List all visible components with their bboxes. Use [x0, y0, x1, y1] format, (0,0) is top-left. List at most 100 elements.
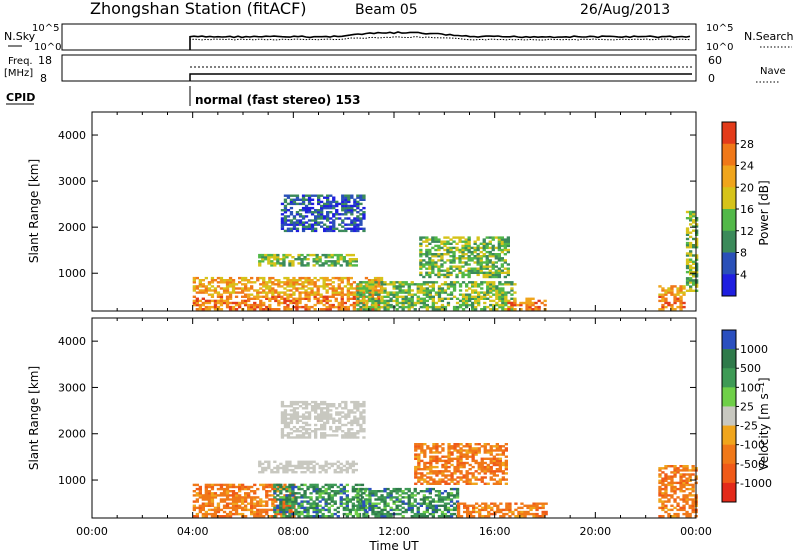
heatmap-cell	[420, 451, 424, 454]
heatmap-cell	[473, 242, 477, 245]
heatmap-cell	[288, 494, 292, 497]
heatmap-cell	[291, 494, 295, 497]
heatmap-cell	[480, 465, 484, 469]
heatmap-cell	[303, 496, 307, 499]
heatmap-cell	[428, 291, 432, 294]
heatmap-cell	[449, 265, 453, 268]
heatmap-cell	[489, 289, 493, 292]
heatmap-cell	[270, 264, 274, 267]
heatmap-cell	[219, 494, 224, 497]
heatmap-cell	[277, 308, 281, 311]
heatmap-cell	[695, 233, 699, 236]
heatmap-cell	[455, 297, 460, 300]
heatmap-cell	[371, 303, 375, 307]
heatmap-cell	[324, 260, 328, 263]
heatmap-cell	[271, 308, 275, 311]
heatmap-cell	[289, 223, 294, 226]
heatmap-cell	[461, 281, 466, 284]
heatmap-cell	[351, 258, 355, 261]
heatmap-cell	[312, 510, 316, 514]
heatmap-cell	[679, 287, 683, 290]
heatmap-cell	[256, 276, 260, 280]
heatmap-cell	[298, 405, 303, 408]
heatmap-cell	[276, 256, 280, 259]
heatmap-cell	[301, 202, 306, 206]
heatmap-cell	[301, 223, 306, 226]
heatmap-cell	[335, 200, 339, 204]
heatmap-cell	[374, 301, 378, 305]
heatmap-cell	[422, 305, 426, 309]
heatmap-cell	[332, 421, 336, 425]
heatmap-cell	[222, 490, 227, 493]
heatmap-cell	[483, 443, 487, 446]
heatmap-cell	[310, 405, 315, 408]
heatmap-cell	[437, 240, 441, 243]
heatmap-cell	[320, 409, 324, 412]
heatmap-cell	[392, 502, 396, 505]
heatmap-cell	[312, 506, 316, 510]
heatmap-cell	[471, 308, 475, 311]
heatmap-cell	[658, 293, 662, 296]
heatmap-cell	[695, 275, 699, 278]
heatmap-cell	[324, 498, 328, 501]
heatmap-cell	[495, 301, 499, 305]
heatmap-cell	[480, 295, 484, 298]
velocity-colorbar-tick-label: 100	[740, 381, 761, 394]
heatmap-cell	[328, 305, 332, 309]
heatmap-cell	[250, 502, 254, 505]
heatmap-cell	[374, 291, 378, 294]
heatmap-cell	[279, 492, 283, 495]
heatmap-cell	[498, 293, 502, 296]
heatmap-cell	[216, 299, 221, 303]
heatmap-cell	[667, 500, 671, 503]
heatmap-cell	[241, 276, 245, 280]
heatmap-cell	[337, 291, 341, 294]
heatmap-cell	[362, 419, 366, 422]
heatmap-cell	[283, 283, 287, 286]
heatmap-cell	[321, 515, 325, 518]
heatmap-cell	[498, 468, 502, 471]
heatmap-cell	[459, 443, 463, 446]
heatmap-cell	[268, 287, 272, 290]
heatmap-cell	[689, 217, 693, 220]
heatmap-cell	[497, 271, 501, 274]
heatmap-cell	[419, 253, 423, 256]
heatmap-cell	[688, 494, 692, 497]
heatmap-cell	[336, 466, 340, 470]
heatmap-cell	[461, 261, 465, 264]
heatmap-cell	[544, 512, 548, 516]
heatmap-cell	[679, 483, 683, 487]
heatmap-cell	[195, 500, 199, 503]
heatmap-cell	[453, 449, 457, 452]
heatmap-cell	[313, 283, 317, 286]
heatmap-cell	[377, 496, 381, 499]
heatmap-cell	[461, 246, 465, 250]
heatmap-cell	[195, 303, 199, 307]
heatmap-cell	[280, 405, 285, 408]
heatmap-cell	[195, 487, 199, 491]
heatmap-cell	[234, 303, 239, 307]
heatmap-cell	[259, 287, 263, 290]
heatmap-cell	[431, 508, 435, 512]
heatmap-cell	[286, 308, 290, 311]
heatmap-cell	[456, 457, 460, 460]
heatmap-cell	[286, 432, 291, 435]
heatmap-cell	[428, 285, 432, 288]
heatmap-cell	[353, 217, 357, 220]
heatmap-cell	[426, 445, 430, 448]
heatmap-cell	[198, 504, 202, 507]
heatmap-cell	[386, 487, 390, 491]
heatmap-cell	[350, 209, 354, 212]
heatmap-cell	[292, 430, 297, 433]
heatmap-cell	[244, 293, 248, 296]
heatmap-cell	[535, 504, 539, 507]
heatmap-cell	[339, 471, 343, 474]
heatmap-cell	[419, 244, 423, 248]
heatmap-cell	[354, 462, 358, 466]
heatmap-cell	[380, 283, 384, 286]
heatmap-cell	[450, 453, 454, 456]
heatmap-cell	[307, 206, 312, 210]
heatmap-cell	[484, 515, 488, 518]
heatmap-cell	[483, 293, 487, 296]
heatmap-cell	[322, 281, 326, 284]
